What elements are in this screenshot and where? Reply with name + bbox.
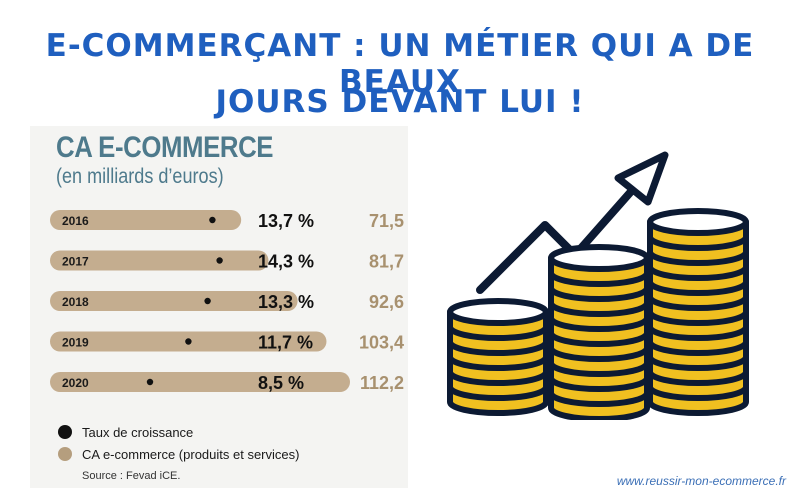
growth-label-2019: 11,7 % — [258, 333, 313, 353]
revenue-label-2017: 81,7 — [369, 252, 404, 272]
year-label-2019: 2019 — [62, 336, 89, 350]
chart-title: CA E-COMMERCE — [56, 131, 274, 164]
year-label-2017: 2017 — [62, 255, 89, 269]
revenue-label-2016: 71,5 — [369, 211, 404, 231]
growth-label-2018: 13,3 % — [258, 292, 314, 312]
growth-dot-2018 — [204, 297, 211, 305]
coin-stacks-icon — [447, 208, 749, 420]
growth-label-2017: 14,3 % — [258, 252, 314, 272]
coins-growth-arrow-icon — [447, 151, 749, 420]
coin-stack-top-0 — [447, 298, 549, 326]
revenue-bar-2020 — [50, 372, 350, 392]
year-label-2018: 2018 — [62, 295, 89, 309]
growth-arrow-icon — [476, 166, 654, 294]
page-title-line-1: E-COMMERÇANT : UN MÉTIER QUI A DE BEAUX — [45, 28, 755, 100]
revenue-bar-2018 — [50, 291, 298, 311]
revenue-bar-chart: 2016 13,7 % 71,5 2017 14,3 % 81,7 2018 13,3 % 92… — [50, 210, 404, 393]
page-title-line-2: JOURS DEVANT LUI ! — [215, 84, 585, 120]
legend-swatch-revenue — [58, 447, 72, 461]
legend-item-growth-rate: Taux de croissance — [58, 425, 193, 440]
legend-label-growth: Taux de croissance — [82, 425, 194, 440]
year-label-2020: 2020 — [62, 376, 89, 390]
growth-dot-2016 — [209, 216, 216, 224]
legend-item-revenue: CA e-commerce (produits et services) — [58, 447, 299, 462]
growth-dot-2020 — [146, 378, 154, 386]
source-url[interactable]: www.reussir-mon-ecommerce.fr — [616, 474, 786, 488]
year-label-2016: 2016 — [62, 214, 89, 228]
legend-label-revenue: CA e-commerce (produits et services) — [82, 447, 300, 462]
revenue-label-2018: 92,6 — [369, 292, 404, 312]
revenue-bar-2017 — [50, 250, 269, 271]
coin-stack-top-1 — [548, 244, 650, 272]
growth-label-2020: 8,5 % — [258, 373, 304, 393]
chart-source: Source : Fevad iCE. — [82, 470, 181, 482]
arrow-head-icon — [614, 151, 669, 206]
growth-label-2016: 13,7 % — [258, 211, 314, 231]
revenue-bar-2016 — [50, 210, 242, 230]
coin-stack-top-2 — [647, 208, 749, 236]
revenue-label-2020: 112,2 — [360, 373, 404, 393]
legend-swatch-growth — [58, 425, 72, 439]
chart-subtitle: (en milliards d’euros) — [56, 165, 224, 188]
growth-dot-2019 — [185, 338, 192, 345]
revenue-label-2019: 103,4 — [359, 333, 404, 353]
growth-dot-2017 — [216, 257, 223, 264]
